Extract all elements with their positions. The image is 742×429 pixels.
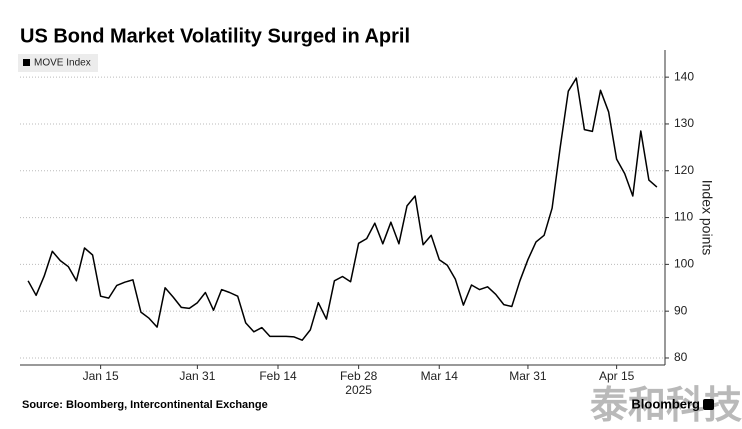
x-tick-label: Mar 14 [421,369,459,383]
x-tick-label: Mar 31 [509,369,547,383]
watermark: 泰和科技 [590,385,742,427]
source: Source: Bloomberg, Intercontinental Exch… [22,399,268,411]
y-tick-label: 80 [674,350,688,364]
y-tick-label: 140 [674,69,694,83]
x-tick-label: Apr 15 [599,369,635,383]
x-tick-label: Feb 28 [340,369,378,383]
x-tick-label: Jan 15 [83,369,119,383]
y-tick-label: 90 [674,303,688,317]
brand-icon [703,399,714,410]
y-tick-label: 110 [674,210,693,224]
chart-title: US Bond Market Volatility Surged in Apri… [20,25,410,47]
brand: Bloomberg [631,396,700,411]
y-axis-label: Index points [699,180,715,256]
x-tick-label: Jan 31 [179,369,215,383]
legend-label: MOVE Index [34,58,91,69]
y-tick-label: 120 [674,163,694,177]
legend-swatch [23,59,30,66]
legend-box [18,54,98,72]
line [27,77,658,341]
y-tick-label: 130 [674,116,694,130]
x-axis-year: 2025 [345,383,372,397]
x-tick-label: Feb 14 [259,369,297,383]
y-tick-label: 100 [674,257,694,271]
